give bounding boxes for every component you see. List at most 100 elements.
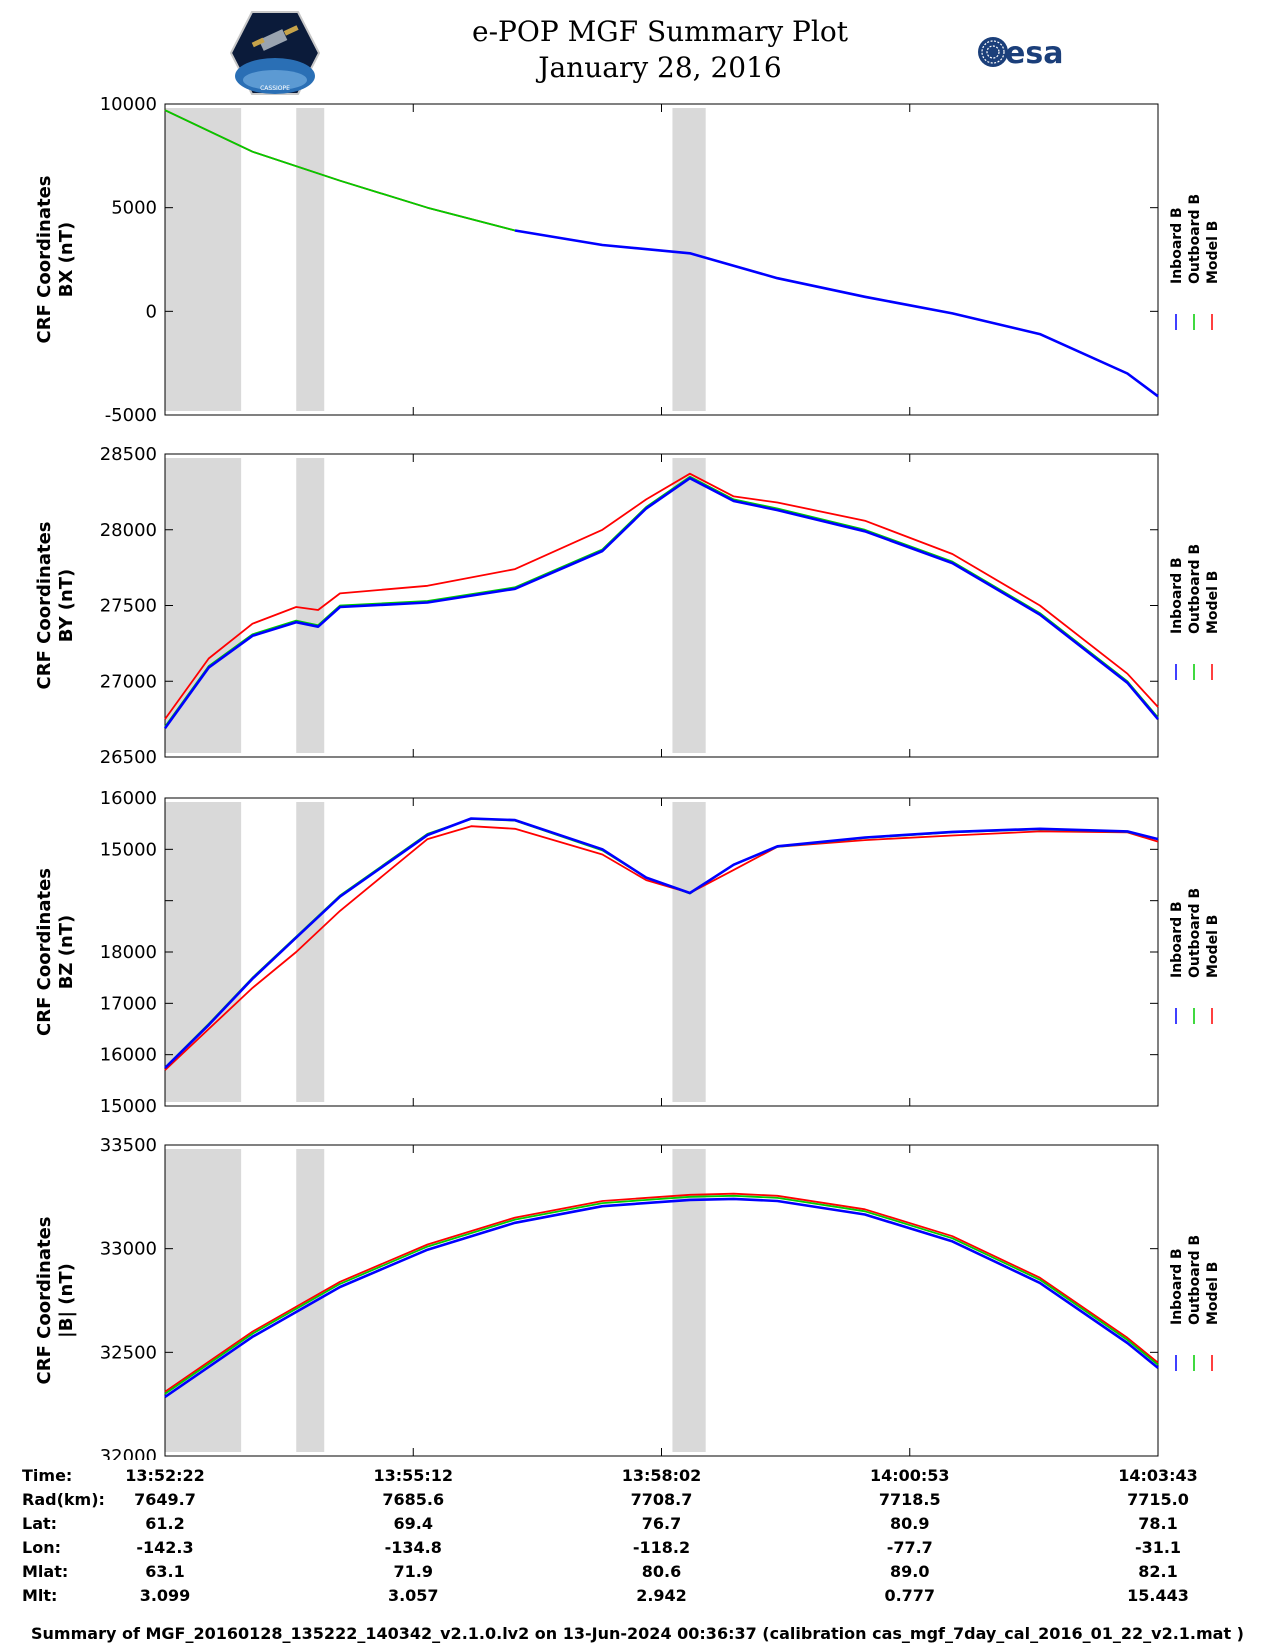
y-axis-title-line2: |B| (nT) (56, 1263, 77, 1338)
y-tick-label: 10000 (100, 94, 157, 115)
table-row-label: Lon: (22, 1538, 61, 1557)
table-cell-lat: 61.2 (145, 1514, 185, 1533)
series-line-model (164, 472, 1159, 720)
legend-label-outboard: Outboard B (1187, 544, 1203, 634)
legend-label-model: Model B (1205, 221, 1221, 284)
data-gap-3 (672, 802, 706, 1102)
table-row-label: Time: (22, 1466, 73, 1485)
y-tick-label: 0 (146, 301, 157, 322)
series-line-inboard (164, 817, 1159, 1069)
chart-panel-4: 32000 32500 33000 33500 CRF Coordinates |B| (… (34, 1135, 1221, 1460)
y-tick-label: 26500 (100, 747, 157, 768)
y-tick-label: 16000 (100, 788, 157, 809)
legend-label-inboard: Inboard B (1169, 1248, 1185, 1325)
esa-logo: esa (978, 36, 1063, 71)
table-cell-time: 14:00:53 (869, 1466, 950, 1485)
table-cell-rad: 7649.7 (134, 1490, 196, 1509)
y-axis-title-line1: CRF Coordinates (34, 176, 55, 344)
table-cell-rad: 7708.7 (630, 1490, 693, 1509)
legend-label-inboard: Inboard B (1169, 557, 1185, 634)
y-axis-title-line1: CRF Coordinates (34, 522, 55, 690)
plot-title: e-POP MGF Summary Plot (472, 15, 848, 48)
series-line-inboard (163, 476, 1159, 729)
data-gap-3 (672, 458, 706, 753)
y-axis-title-line2: BY (nT) (56, 569, 77, 643)
legend-label-model: Model B (1205, 915, 1221, 978)
table-cell-lat: 78.1 (1138, 1514, 1178, 1533)
table-cell-rad: 7718.5 (878, 1490, 941, 1509)
table-cell-time: 13:52:22 (125, 1466, 205, 1485)
data-gap-2 (296, 108, 325, 411)
table-cell-rad: 7685.6 (382, 1490, 445, 1509)
series-line-model (164, 1192, 1159, 1393)
table-cell-mlat: 80.6 (641, 1562, 682, 1581)
chart-panel-1: -5000 0 5000 10000 CRF Coordinates BX (nT) Inb… (34, 94, 1221, 426)
series-line-inboard (164, 1197, 1159, 1398)
table-cell-lon: -134.8 (384, 1538, 442, 1557)
table-row-label: Lat: (22, 1514, 58, 1533)
y-tick-label: -5000 (105, 405, 157, 426)
series-line-inboard (514, 229, 1159, 398)
table-cell-mlt: 3.099 (139, 1586, 191, 1605)
legend-label-inboard: Inboard B (1169, 207, 1185, 284)
y-tick-label: 15000 (100, 839, 157, 860)
title-block: e-POP MGF Summary Plot January 28, 2016 (380, 14, 940, 86)
table-cell-time: 13:55:12 (373, 1466, 454, 1485)
y-tick-label: 15000 (100, 1096, 157, 1117)
table-cell-mlt: 2.942 (636, 1586, 687, 1605)
table-cell-lon: -118.2 (632, 1538, 691, 1557)
table-cell-rad: 7715.0 (1127, 1490, 1189, 1509)
table-cell-mlat: 89.0 (890, 1562, 930, 1581)
table-row-label: Mlt: (22, 1586, 58, 1605)
data-gap-1 (165, 802, 242, 1102)
series-line-outboard (164, 1194, 1159, 1395)
legend-label-inboard: Inboard B (1169, 901, 1185, 978)
y-tick-label: 17000 (100, 993, 157, 1014)
table-cell-lat: 80.9 (890, 1514, 930, 1533)
data-gap-1 (165, 108, 242, 411)
y-tick-label: 33000 (100, 1239, 157, 1260)
legend-label-outboard: Outboard B (1187, 888, 1203, 978)
footer-summary: Summary of MGF_20160128_135222_140342_v2… (31, 1624, 1244, 1643)
legend-label-model: Model B (1205, 1262, 1221, 1325)
table-cell-mlat: 82.1 (1138, 1562, 1178, 1581)
esa-logo-text: esa (1005, 36, 1063, 71)
table-cell-mlt: 0.777 (884, 1586, 936, 1605)
y-tick-label: 5000 (111, 198, 157, 219)
plot-date: January 28, 2016 (538, 51, 782, 84)
table-cell-lat: 69.4 (393, 1514, 433, 1533)
data-gap-2 (296, 458, 325, 753)
table-cell-lat: 76.7 (641, 1514, 682, 1533)
y-axis-title-line1: CRF Coordinates (34, 868, 55, 1036)
y-tick-label: 18000 (100, 942, 157, 963)
table-cell-mlat: 71.9 (393, 1562, 433, 1581)
table-cell-lon: -77.7 (886, 1538, 933, 1557)
y-tick-label: 28500 (100, 444, 157, 465)
table-cell-lon: -142.3 (136, 1538, 194, 1557)
legend-label-model: Model B (1205, 571, 1221, 634)
orbit-info-table: Time: Rad(km): Lat: Lon: Mlat: Mlt: 13:52:22 76… (0, 1466, 1275, 1616)
table-cell-time: 14:03:43 (1118, 1466, 1198, 1485)
y-tick-label: 27000 (100, 671, 157, 692)
y-axis-title-line2: BZ (nT) (56, 915, 77, 990)
table-row-label: Rad(km): (22, 1490, 105, 1509)
y-axis-title-line1: CRF Coordinates (34, 1217, 55, 1385)
y-tick-label: 27500 (100, 596, 157, 617)
data-gap-3 (672, 108, 706, 411)
table-cell-mlat: 63.1 (145, 1562, 185, 1581)
y-tick-label: 32000 (100, 1446, 157, 1460)
data-gap-1 (165, 1149, 242, 1452)
chart-panel-3: 15000 16000 17000 18000 15000 16000 CRF Coordi… (34, 788, 1221, 1117)
table-cell-time: 13:58:02 (621, 1466, 702, 1485)
y-axis-title-line2: BX (nT) (56, 222, 77, 297)
data-gap-1 (165, 458, 242, 753)
table-cell-lon: -31.1 (1134, 1538, 1182, 1557)
data-gap-2 (296, 802, 325, 1102)
cassiope-logo: CASSIOPE (230, 11, 320, 95)
chart-panel-2: 26500 27000 27500 28000 28500 CRF Coordinates… (34, 444, 1221, 768)
y-tick-label: 33500 (100, 1135, 157, 1156)
y-tick-label: 32500 (100, 1342, 157, 1363)
legend-label-outboard: Outboard B (1187, 1235, 1203, 1325)
table-cell-mlt: 15.443 (1127, 1586, 1189, 1605)
